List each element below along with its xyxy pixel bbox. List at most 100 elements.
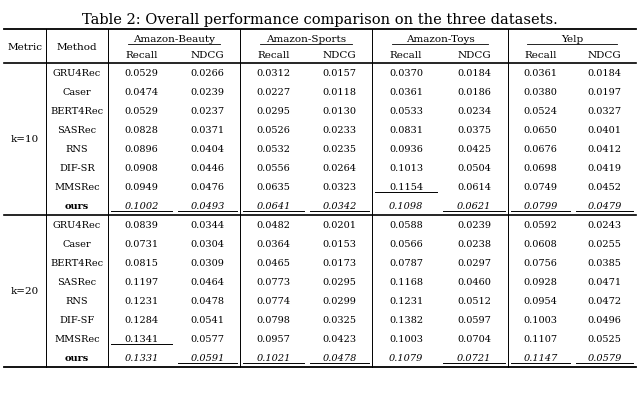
- Text: 0.0496: 0.0496: [588, 315, 621, 324]
- Text: 0.0197: 0.0197: [588, 88, 621, 97]
- Text: Amazon-Toys: Amazon-Toys: [406, 34, 474, 43]
- Text: 0.1098: 0.1098: [389, 202, 423, 211]
- Text: 0.0541: 0.0541: [191, 315, 225, 324]
- Text: 0.0243: 0.0243: [588, 221, 621, 230]
- Text: 0.0614: 0.0614: [457, 183, 491, 192]
- Text: BERT4Rec: BERT4Rec: [51, 259, 104, 267]
- Text: 0.0238: 0.0238: [457, 240, 491, 248]
- Text: 0.0264: 0.0264: [323, 164, 356, 173]
- Text: 0.0312: 0.0312: [257, 69, 291, 78]
- Text: 0.0344: 0.0344: [191, 221, 225, 230]
- Text: 0.0482: 0.0482: [257, 221, 291, 230]
- Text: 0.0235: 0.0235: [323, 145, 356, 154]
- Text: 0.0749: 0.0749: [524, 183, 557, 192]
- Text: 0.0425: 0.0425: [457, 145, 491, 154]
- Text: 0.0304: 0.0304: [191, 240, 225, 248]
- Text: NDCG: NDCG: [191, 51, 225, 60]
- Text: 0.0237: 0.0237: [191, 107, 225, 116]
- Text: Caser: Caser: [63, 240, 92, 248]
- Text: 0.0325: 0.0325: [323, 315, 356, 324]
- Text: GRU4Rec: GRU4Rec: [53, 221, 101, 230]
- Text: 0.0591: 0.0591: [190, 353, 225, 362]
- Text: 0.1231: 0.1231: [389, 296, 423, 305]
- Text: Table 2: Overall performance comparison on the three datasets.: Table 2: Overall performance comparison …: [82, 13, 558, 27]
- Text: 0.1079: 0.1079: [389, 353, 423, 362]
- Text: 0.0798: 0.0798: [257, 315, 291, 324]
- Text: 0.0233: 0.0233: [323, 126, 356, 135]
- Text: 0.0153: 0.0153: [323, 240, 356, 248]
- Text: RNS: RNS: [66, 296, 88, 305]
- Text: 0.0774: 0.0774: [257, 296, 291, 305]
- Text: Yelp: Yelp: [561, 34, 583, 43]
- Text: SASRec: SASRec: [58, 126, 97, 135]
- Text: 0.1154: 0.1154: [389, 183, 423, 192]
- Text: 0.0266: 0.0266: [191, 69, 225, 78]
- Text: 0.0385: 0.0385: [588, 259, 621, 267]
- Text: 0.0773: 0.0773: [257, 277, 291, 286]
- Text: 0.0419: 0.0419: [588, 164, 621, 173]
- Text: 0.0799: 0.0799: [524, 202, 557, 211]
- Text: 0.0297: 0.0297: [457, 259, 491, 267]
- Text: NDCG: NDCG: [323, 51, 356, 60]
- Text: 0.1107: 0.1107: [524, 334, 557, 343]
- Text: 0.0908: 0.0908: [125, 164, 158, 173]
- Text: k=10: k=10: [11, 135, 39, 144]
- Text: 0.0635: 0.0635: [257, 183, 291, 192]
- Text: NDCG: NDCG: [588, 51, 621, 60]
- Text: k=20: k=20: [11, 287, 39, 296]
- Text: 0.0478: 0.0478: [323, 353, 356, 362]
- Text: MMSRec: MMSRec: [54, 183, 100, 192]
- Text: 0.0592: 0.0592: [524, 221, 557, 230]
- Text: 0.0529: 0.0529: [125, 107, 159, 116]
- Text: DIF-SR: DIF-SR: [59, 164, 95, 173]
- Text: 0.0323: 0.0323: [323, 183, 356, 192]
- Text: 0.0476: 0.0476: [191, 183, 225, 192]
- Text: 0.0928: 0.0928: [524, 277, 557, 286]
- Text: 0.0828: 0.0828: [125, 126, 159, 135]
- Text: 0.0364: 0.0364: [257, 240, 291, 248]
- Text: 0.0239: 0.0239: [457, 221, 491, 230]
- Text: 0.0839: 0.0839: [125, 221, 159, 230]
- Text: 0.0460: 0.0460: [457, 277, 491, 286]
- Text: MMSRec: MMSRec: [54, 334, 100, 343]
- Text: 0.0588: 0.0588: [389, 221, 423, 230]
- Text: 0.0787: 0.0787: [389, 259, 423, 267]
- Text: 0.0184: 0.0184: [588, 69, 621, 78]
- Text: 0.0471: 0.0471: [588, 277, 621, 286]
- Text: 0.0641: 0.0641: [256, 202, 291, 211]
- Text: 0.0401: 0.0401: [588, 126, 621, 135]
- Text: SASRec: SASRec: [58, 277, 97, 286]
- Text: 0.0957: 0.0957: [257, 334, 291, 343]
- Text: 0.0173: 0.0173: [323, 259, 356, 267]
- Text: 0.0239: 0.0239: [191, 88, 225, 97]
- Text: 0.0954: 0.0954: [524, 296, 557, 305]
- Text: 0.0299: 0.0299: [323, 296, 356, 305]
- Text: 0.0704: 0.0704: [457, 334, 491, 343]
- Text: GRU4Rec: GRU4Rec: [53, 69, 101, 78]
- Text: 0.0512: 0.0512: [457, 296, 491, 305]
- Text: 0.1021: 0.1021: [256, 353, 291, 362]
- Text: 0.0478: 0.0478: [191, 296, 225, 305]
- Text: 0.0380: 0.0380: [524, 88, 557, 97]
- Text: 0.0464: 0.0464: [191, 277, 225, 286]
- Text: 0.0118: 0.0118: [323, 88, 356, 97]
- Text: Metric: Metric: [8, 43, 42, 51]
- Text: 0.0423: 0.0423: [323, 334, 356, 343]
- Text: 0.0201: 0.0201: [323, 221, 356, 230]
- Text: 0.0227: 0.0227: [257, 88, 291, 97]
- Text: 0.1147: 0.1147: [524, 353, 557, 362]
- Text: Recall: Recall: [390, 51, 422, 60]
- Text: 0.0186: 0.0186: [457, 88, 491, 97]
- Text: 0.0526: 0.0526: [257, 126, 291, 135]
- Text: 0.0472: 0.0472: [588, 296, 621, 305]
- Text: 0.0479: 0.0479: [588, 202, 621, 211]
- Text: 0.0255: 0.0255: [588, 240, 621, 248]
- Text: 0.0130: 0.0130: [323, 107, 356, 116]
- Text: 0.0465: 0.0465: [257, 259, 291, 267]
- Text: 0.1003: 0.1003: [389, 334, 423, 343]
- Text: Recall: Recall: [257, 51, 290, 60]
- Text: 0.0566: 0.0566: [389, 240, 423, 248]
- Text: 0.0295: 0.0295: [323, 277, 356, 286]
- Text: 0.0157: 0.0157: [323, 69, 356, 78]
- Text: ours: ours: [65, 353, 89, 362]
